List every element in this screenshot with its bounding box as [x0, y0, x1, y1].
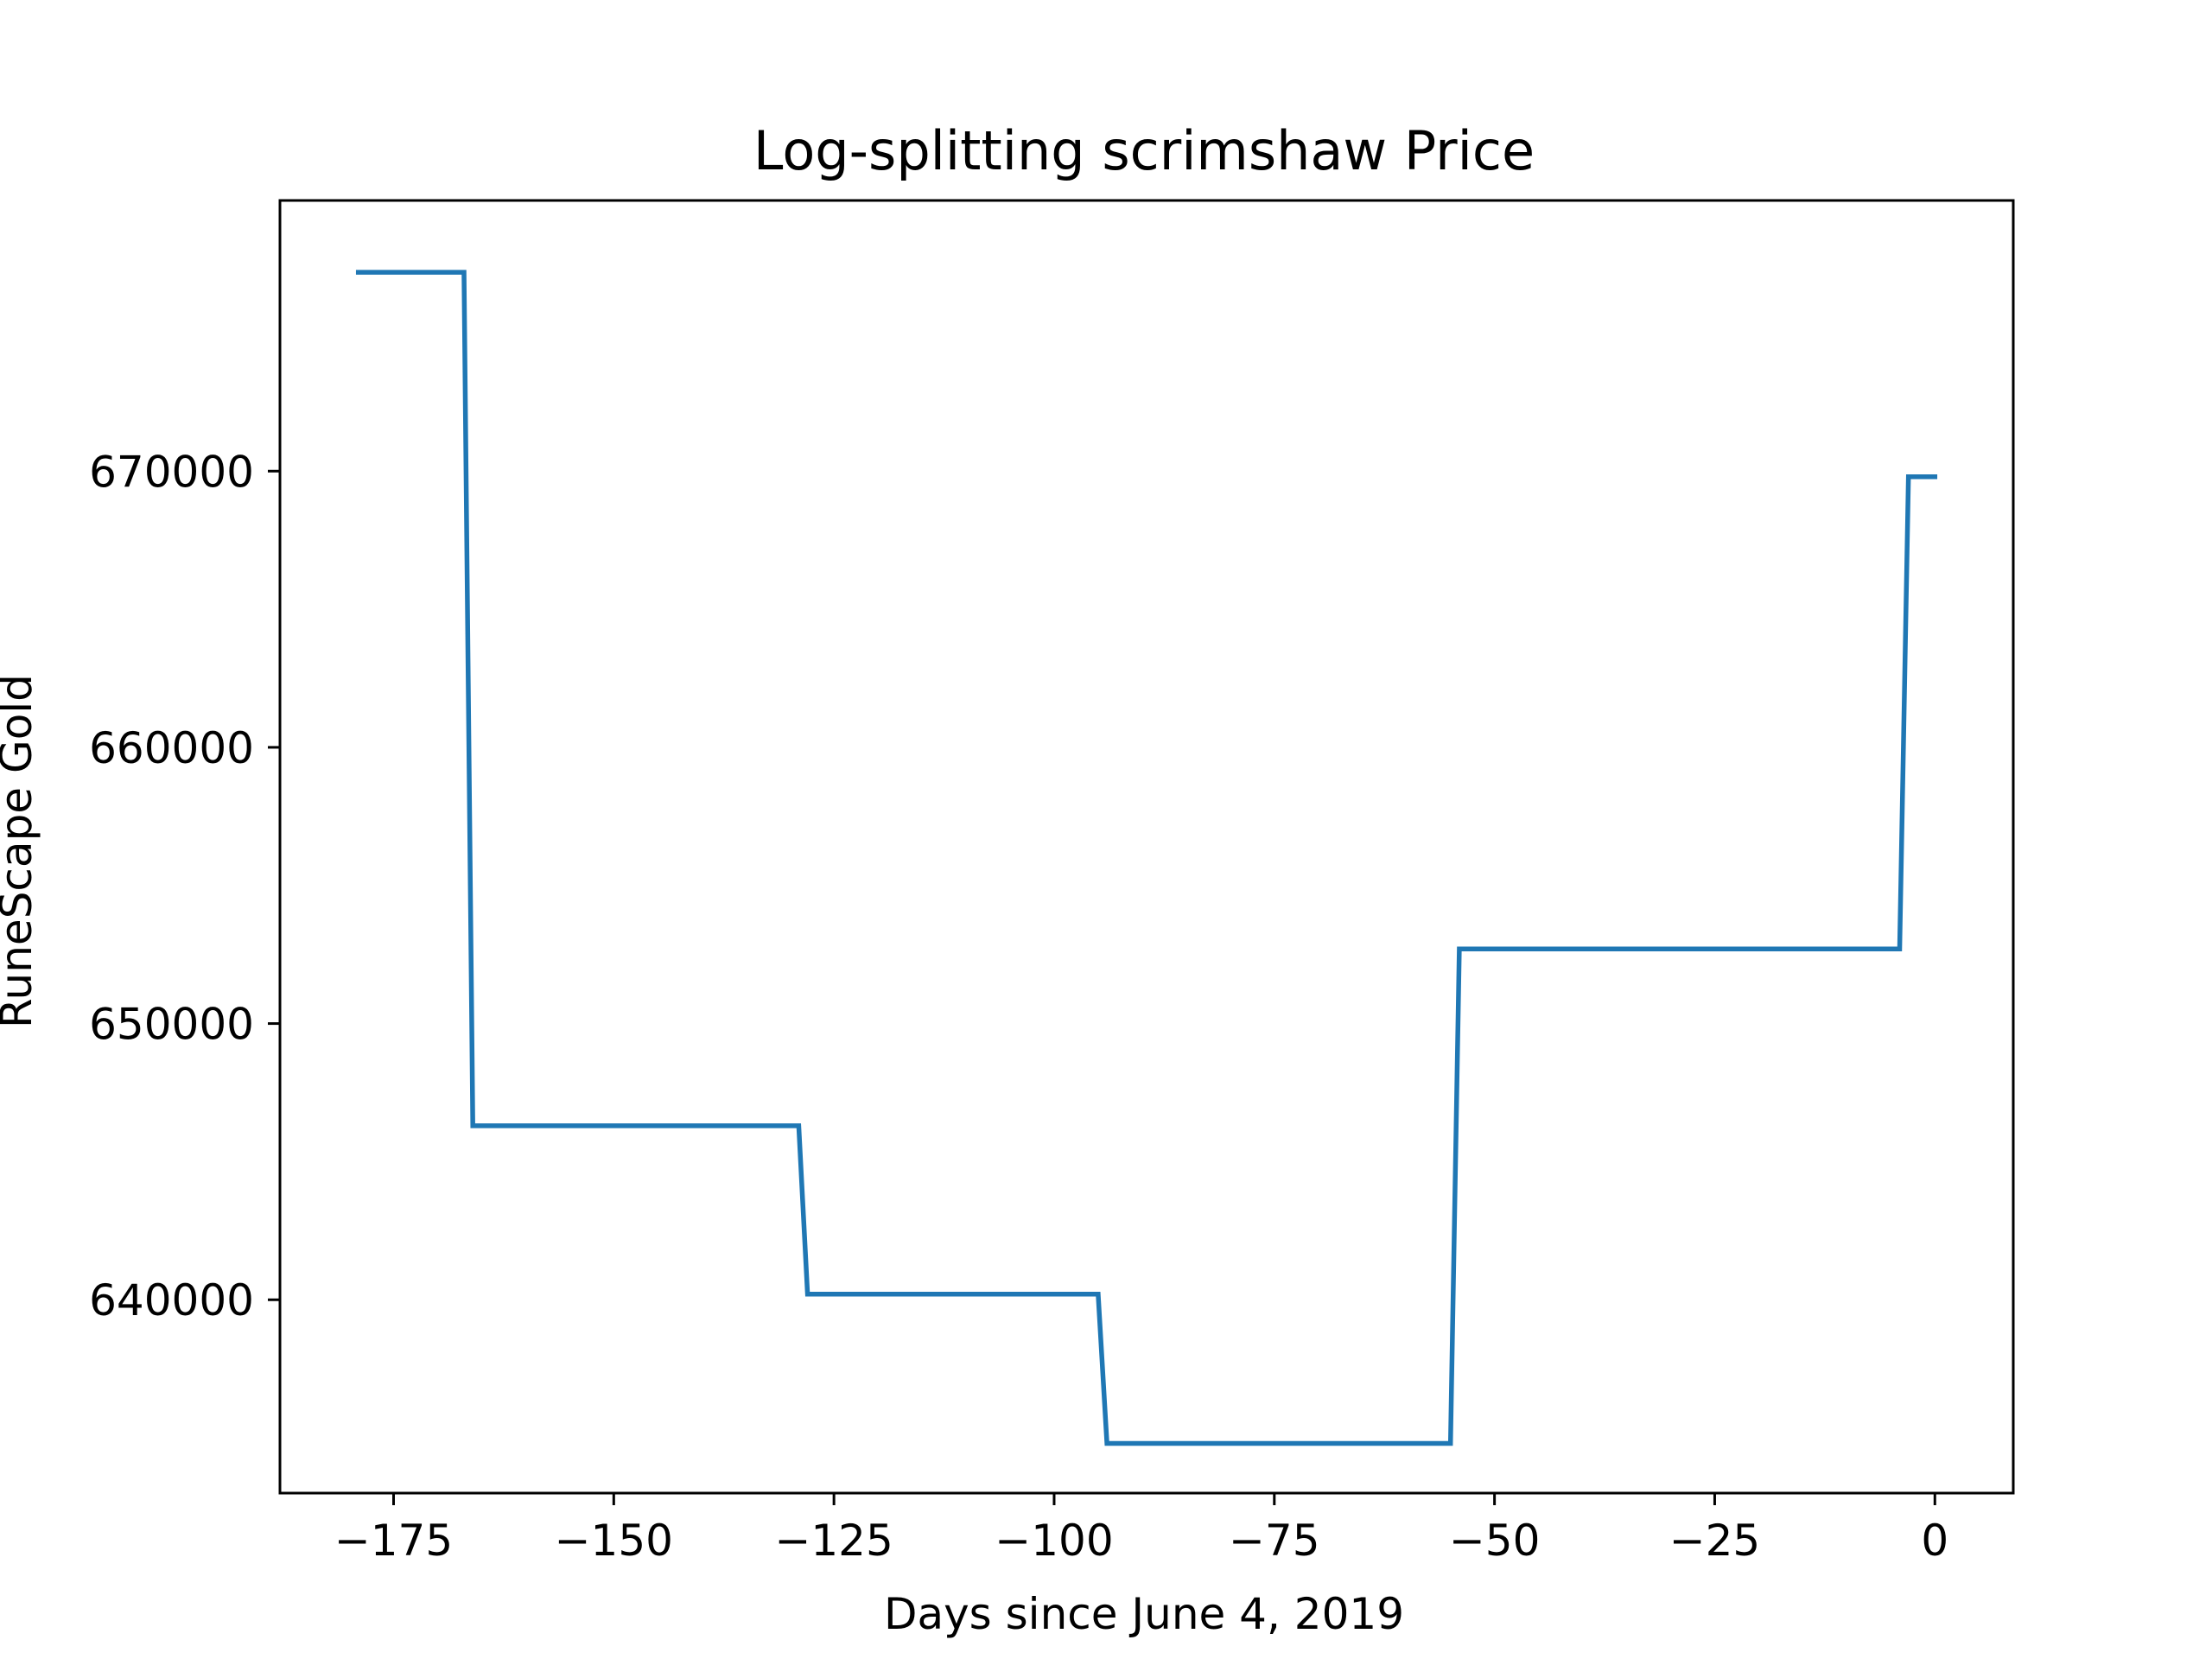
- x-tick-label: −25: [1669, 1516, 1761, 1566]
- x-tick-label: 0: [1921, 1516, 1948, 1566]
- x-tick-label: −50: [1449, 1516, 1541, 1566]
- y-tick-label: 670000: [89, 447, 254, 497]
- y-tick-label: 660000: [89, 723, 254, 773]
- y-tick-label: 650000: [89, 1000, 254, 1050]
- x-tick-label: −75: [1229, 1516, 1320, 1566]
- x-axis-label: Days since June 4, 2019: [884, 1589, 1404, 1639]
- y-axis-label: RuneScape Gold: [0, 674, 41, 1028]
- y-axis: 640000 650000 660000 670000: [89, 447, 280, 1325]
- series-line-0: [355, 270, 1938, 1446]
- y-tick-label: 640000: [89, 1275, 254, 1325]
- plot-area: [278, 199, 2015, 1495]
- x-tick-label: −150: [555, 1516, 673, 1566]
- x-tick-label: −175: [334, 1516, 453, 1566]
- x-tick-label: −100: [995, 1516, 1113, 1566]
- x-tick-label: −125: [774, 1516, 893, 1566]
- plot-frame: [278, 199, 2015, 1495]
- x-axis: −175 −150 −125 −100 −75 −50 −25 0: [334, 1493, 1948, 1566]
- chart-title: Log-splitting scrimshaw Price: [753, 119, 1535, 182]
